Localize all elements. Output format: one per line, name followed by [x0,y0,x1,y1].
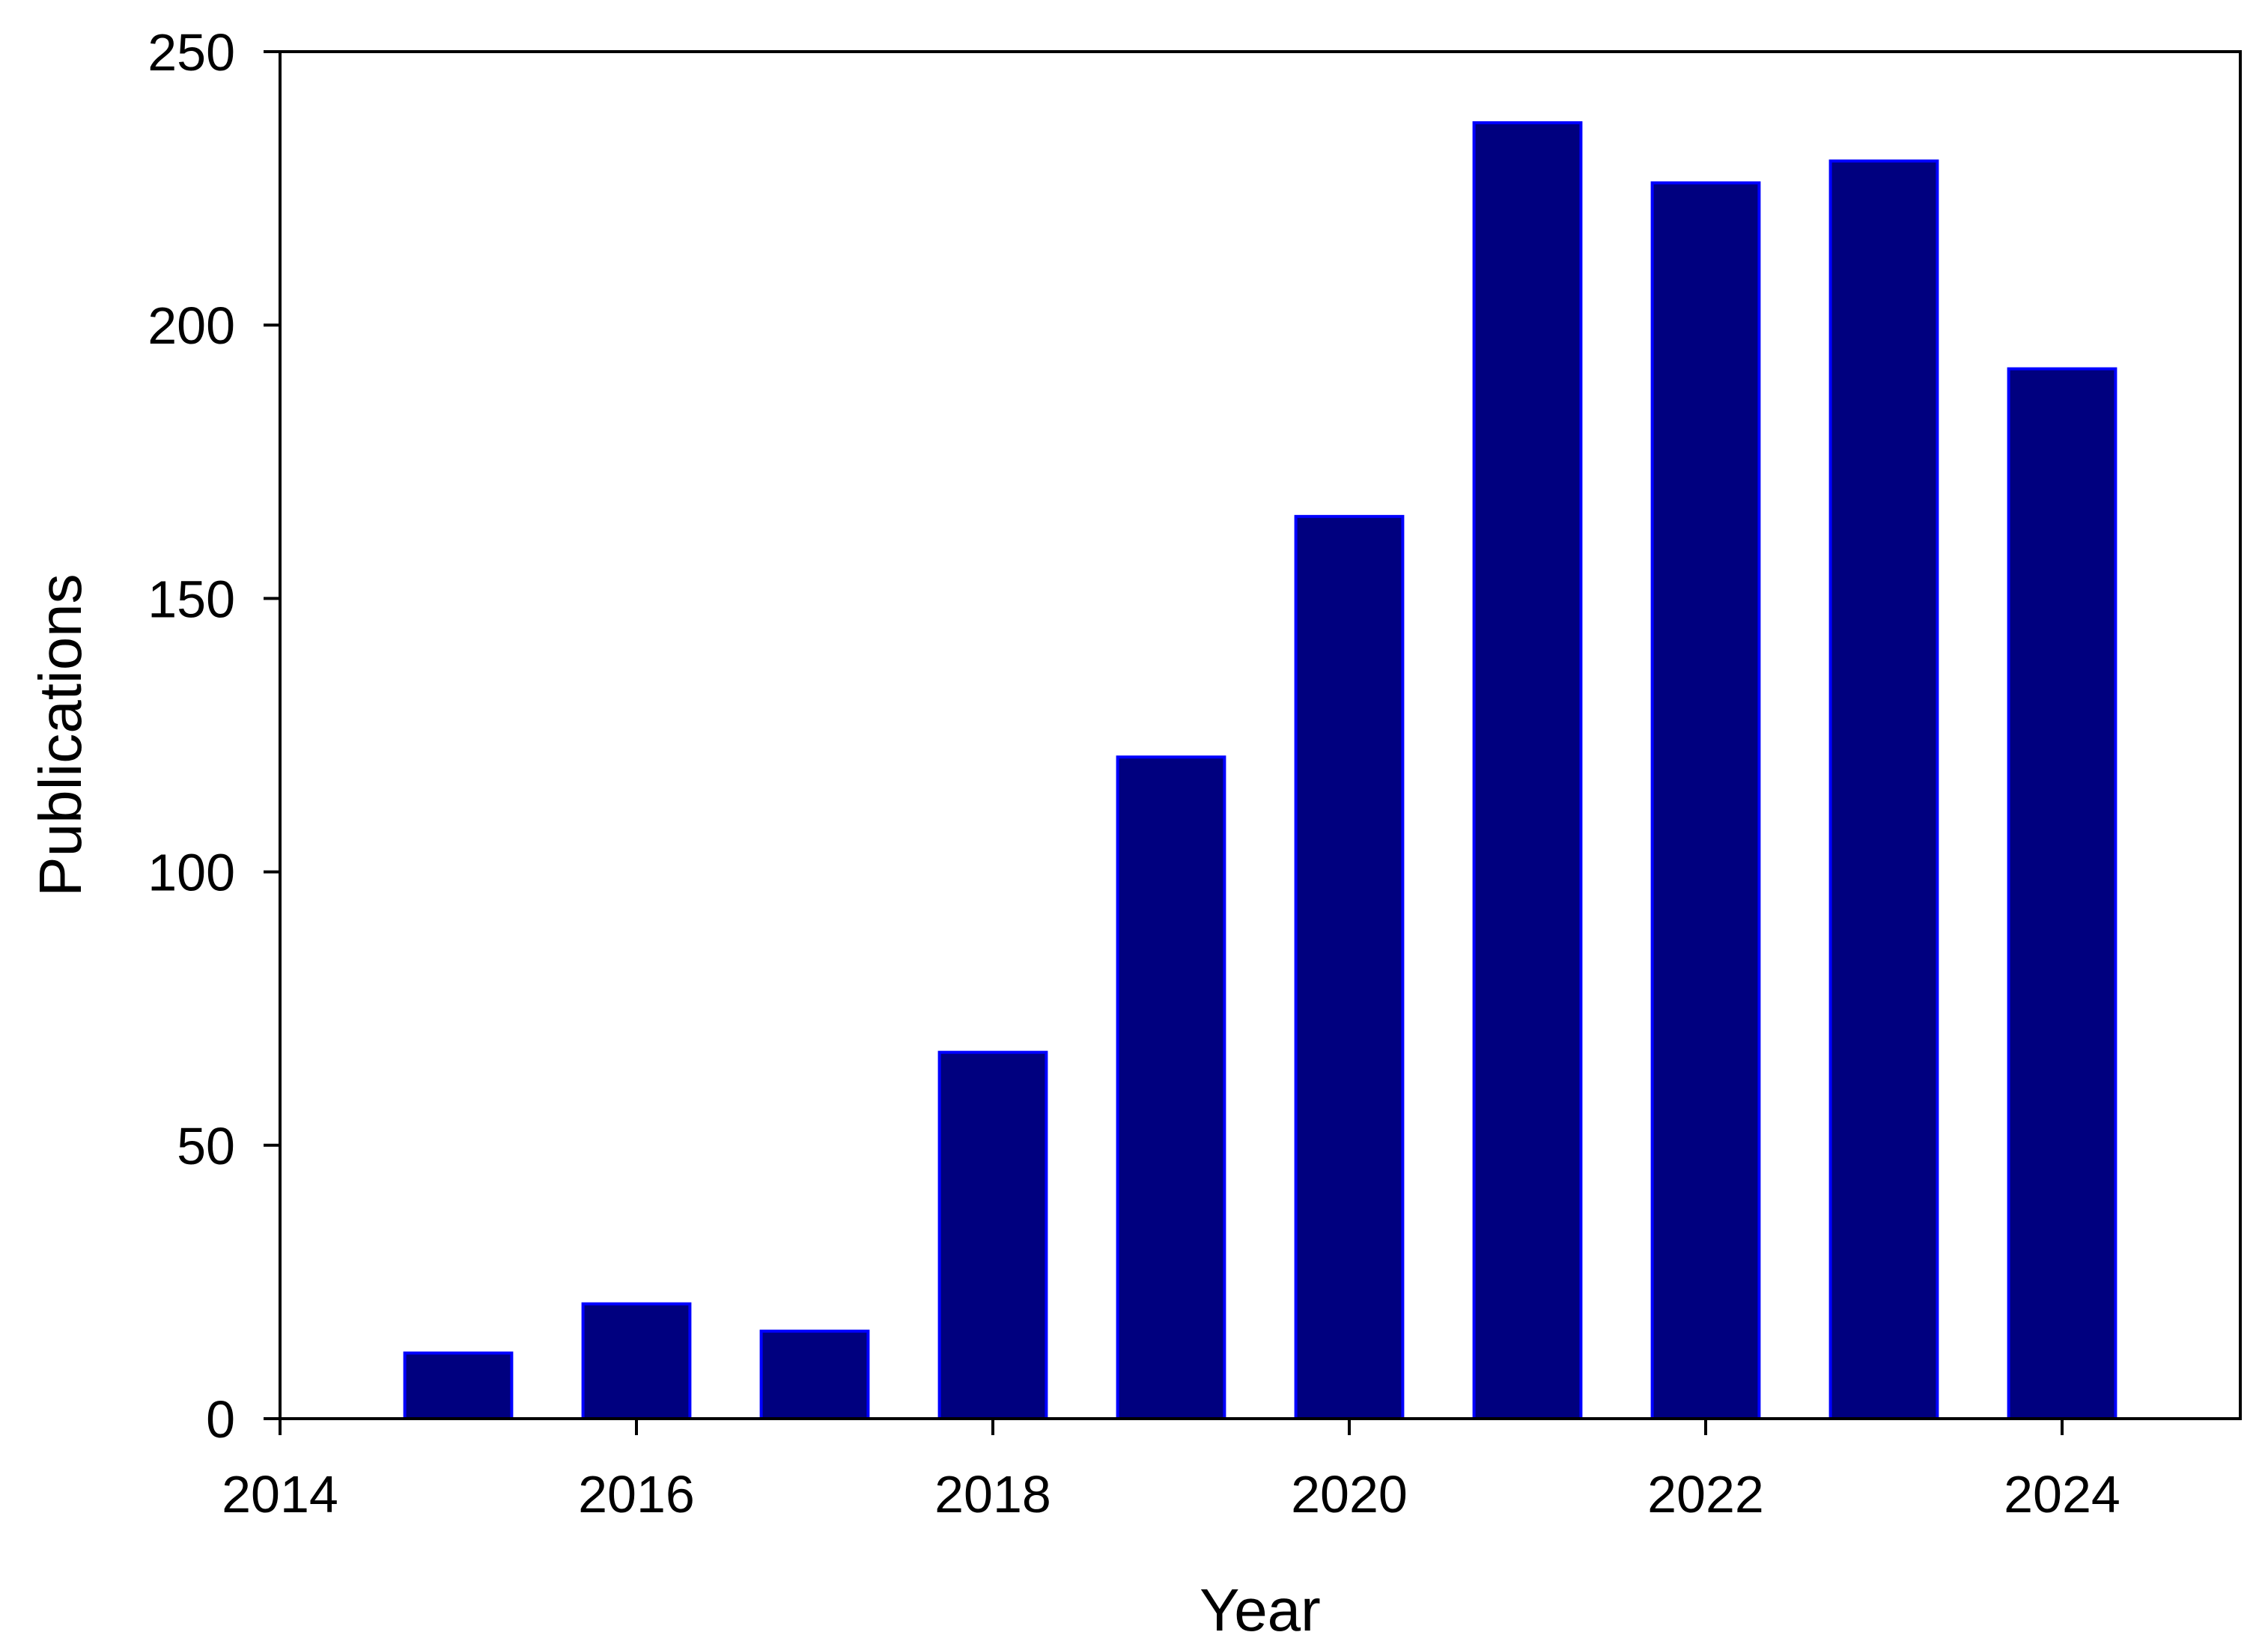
bar-2015 [403,1351,514,1421]
bar-2023 [1828,159,1939,1421]
x-axis-ticks: 2014 2016 2018 2020 2022 2024 [222,1419,2120,1523]
x-tick-label: 2020 [1291,1465,1408,1523]
bar-2024 [2007,367,2117,1421]
x-tick-label: 2024 [2004,1465,2120,1523]
y-tick-label: 50 [177,1117,235,1175]
y-tick-label: 0 [206,1390,235,1449]
plot-frame [279,50,2242,1420]
bar-2017 [759,1330,870,1420]
x-tick-label: 2016 [578,1465,695,1523]
x-tick-label: 2018 [934,1465,1051,1523]
bar-2020 [1294,514,1405,1421]
y-tick-label: 200 [148,296,235,355]
bar-2018 [937,1050,1048,1420]
bar-2016 [581,1302,692,1420]
y-axis-ticks: 0 50 100 150 200 250 [148,23,280,1449]
bar-2019 [1116,755,1226,1420]
y-tick-label: 150 [148,570,235,628]
bar-2021 [1472,121,1583,1420]
bars-layer [403,121,2117,1421]
y-axis-title: Publications [27,573,94,896]
bar-2022 [1650,181,1761,1420]
x-tick-label: 2014 [222,1465,338,1523]
y-tick-label: 250 [148,23,235,82]
x-axis-title: Year [1200,1577,1321,1643]
x-tick-label: 2022 [1647,1465,1764,1523]
y-tick-label: 100 [148,844,235,902]
